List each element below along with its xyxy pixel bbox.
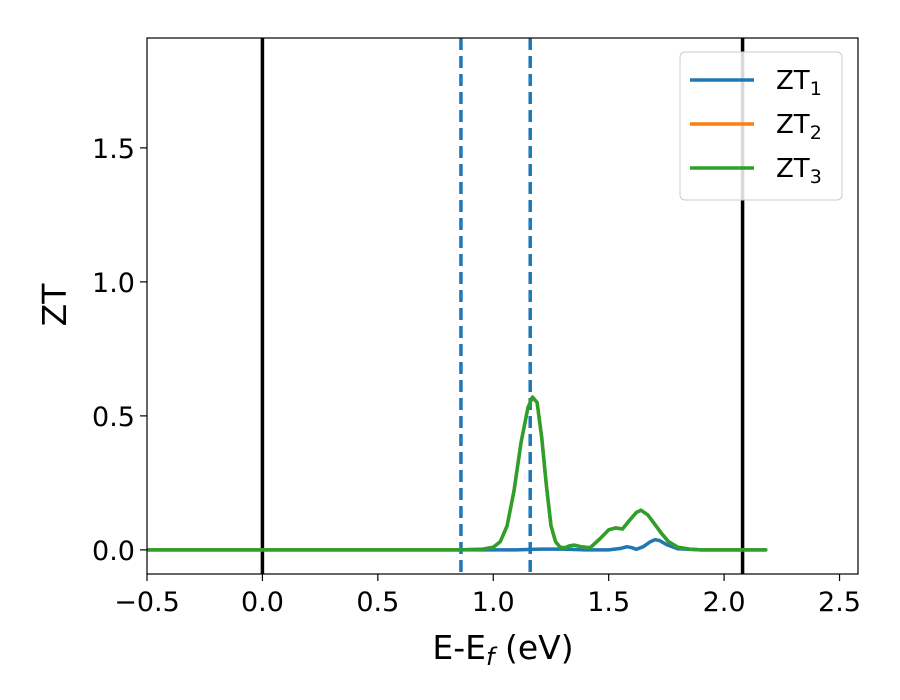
legend-label-main: ZT xyxy=(776,154,810,184)
y-tick-label: 0.5 xyxy=(92,402,135,433)
legend-label-subscript: 3 xyxy=(810,166,822,188)
legend-label-main: ZT xyxy=(776,66,810,96)
legend-label-3: ZT3 xyxy=(776,154,822,188)
legend-label-1: ZT1 xyxy=(776,66,822,100)
x-tick-label: −0.5 xyxy=(114,587,180,618)
legend-label-main: ZT xyxy=(776,110,810,140)
x-tick-label: 1.0 xyxy=(472,587,515,618)
axes-frame xyxy=(146,37,859,575)
y-tick-label: 0.0 xyxy=(92,536,135,567)
legend-label-subscript: 1 xyxy=(810,78,822,100)
legend-label-2: ZT2 xyxy=(776,110,822,144)
x-tick-label: 2.5 xyxy=(818,587,861,618)
y-tick-label: 1.0 xyxy=(92,268,135,299)
axes: −0.5 0.0 0.5 1.0 1.5 2.0 2.5 0.0 0.5 1.0 1.5 xyxy=(92,37,861,618)
x-tick-label: 1.5 xyxy=(587,587,630,618)
x-axis-label-unit: (eV) xyxy=(494,628,573,667)
x-axis-label-main: E-E xyxy=(432,628,486,667)
legend-box xyxy=(679,51,843,201)
y-tick-label: 1.5 xyxy=(92,134,135,165)
x-axis-label: E-Ef (eV) xyxy=(432,628,573,671)
y-axis-label: ZT xyxy=(35,283,74,327)
legend-label-subscript: 2 xyxy=(810,122,822,144)
series-line-3 xyxy=(147,395,768,552)
x-tick-label: 2.0 xyxy=(703,587,746,618)
x-tick-label: 0.5 xyxy=(356,587,399,618)
x-tick-label: 0.0 xyxy=(241,587,284,618)
